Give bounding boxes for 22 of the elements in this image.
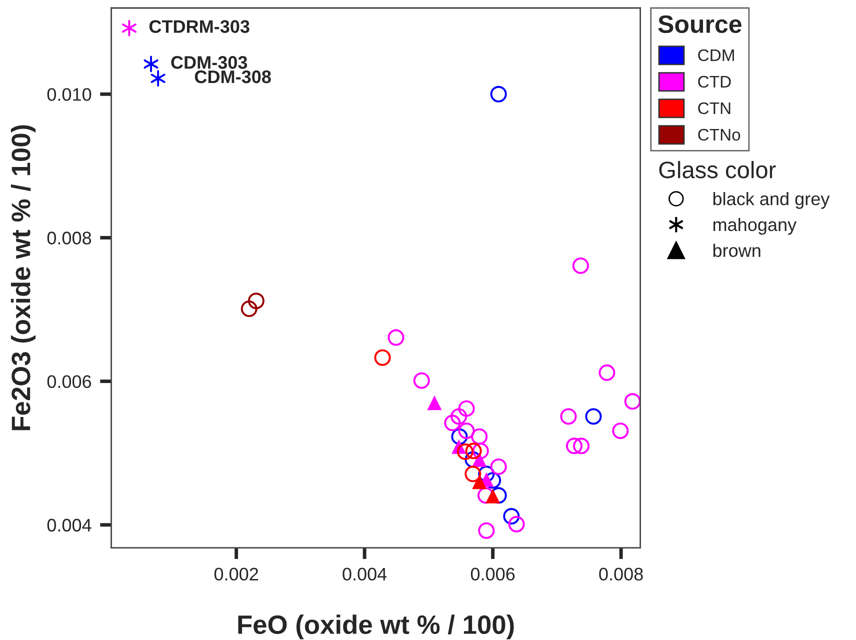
text: black and grey: [713, 192, 830, 209]
y-tick-label: 0.006: [47, 375, 92, 388]
annotation: CDM-303: [171, 56, 248, 69]
y-tick-label: 0.010: [47, 88, 92, 101]
legend-title: Source: [658, 15, 742, 34]
x-tick-label: 0.006: [470, 568, 515, 581]
legend-label: CTD: [698, 76, 731, 88]
x-tick-label: 0.002: [214, 568, 258, 581]
y-tick-label: 0.008: [47, 232, 92, 244]
legend-label: CTN: [698, 102, 730, 114]
text: mahogany: [713, 218, 797, 235]
x-tick-label: 0.004: [342, 568, 387, 581]
x-axis-title: FeO (oxide wt % / 100): [238, 614, 514, 640]
legend-label: CDM: [698, 49, 734, 62]
y-tick-label: 0.004: [47, 518, 92, 532]
text: brown: [713, 244, 760, 257]
legend-label: CTNo: [698, 128, 740, 141]
annotation: CDM-308: [194, 70, 271, 84]
text: Glass color: [659, 160, 776, 178]
annotation: CTDRM-303: [149, 20, 250, 33]
x-tick-label: 0.008: [599, 568, 643, 581]
y-axis-title: Fe2O3 (oxide wt % / 100): [10, 125, 36, 430]
